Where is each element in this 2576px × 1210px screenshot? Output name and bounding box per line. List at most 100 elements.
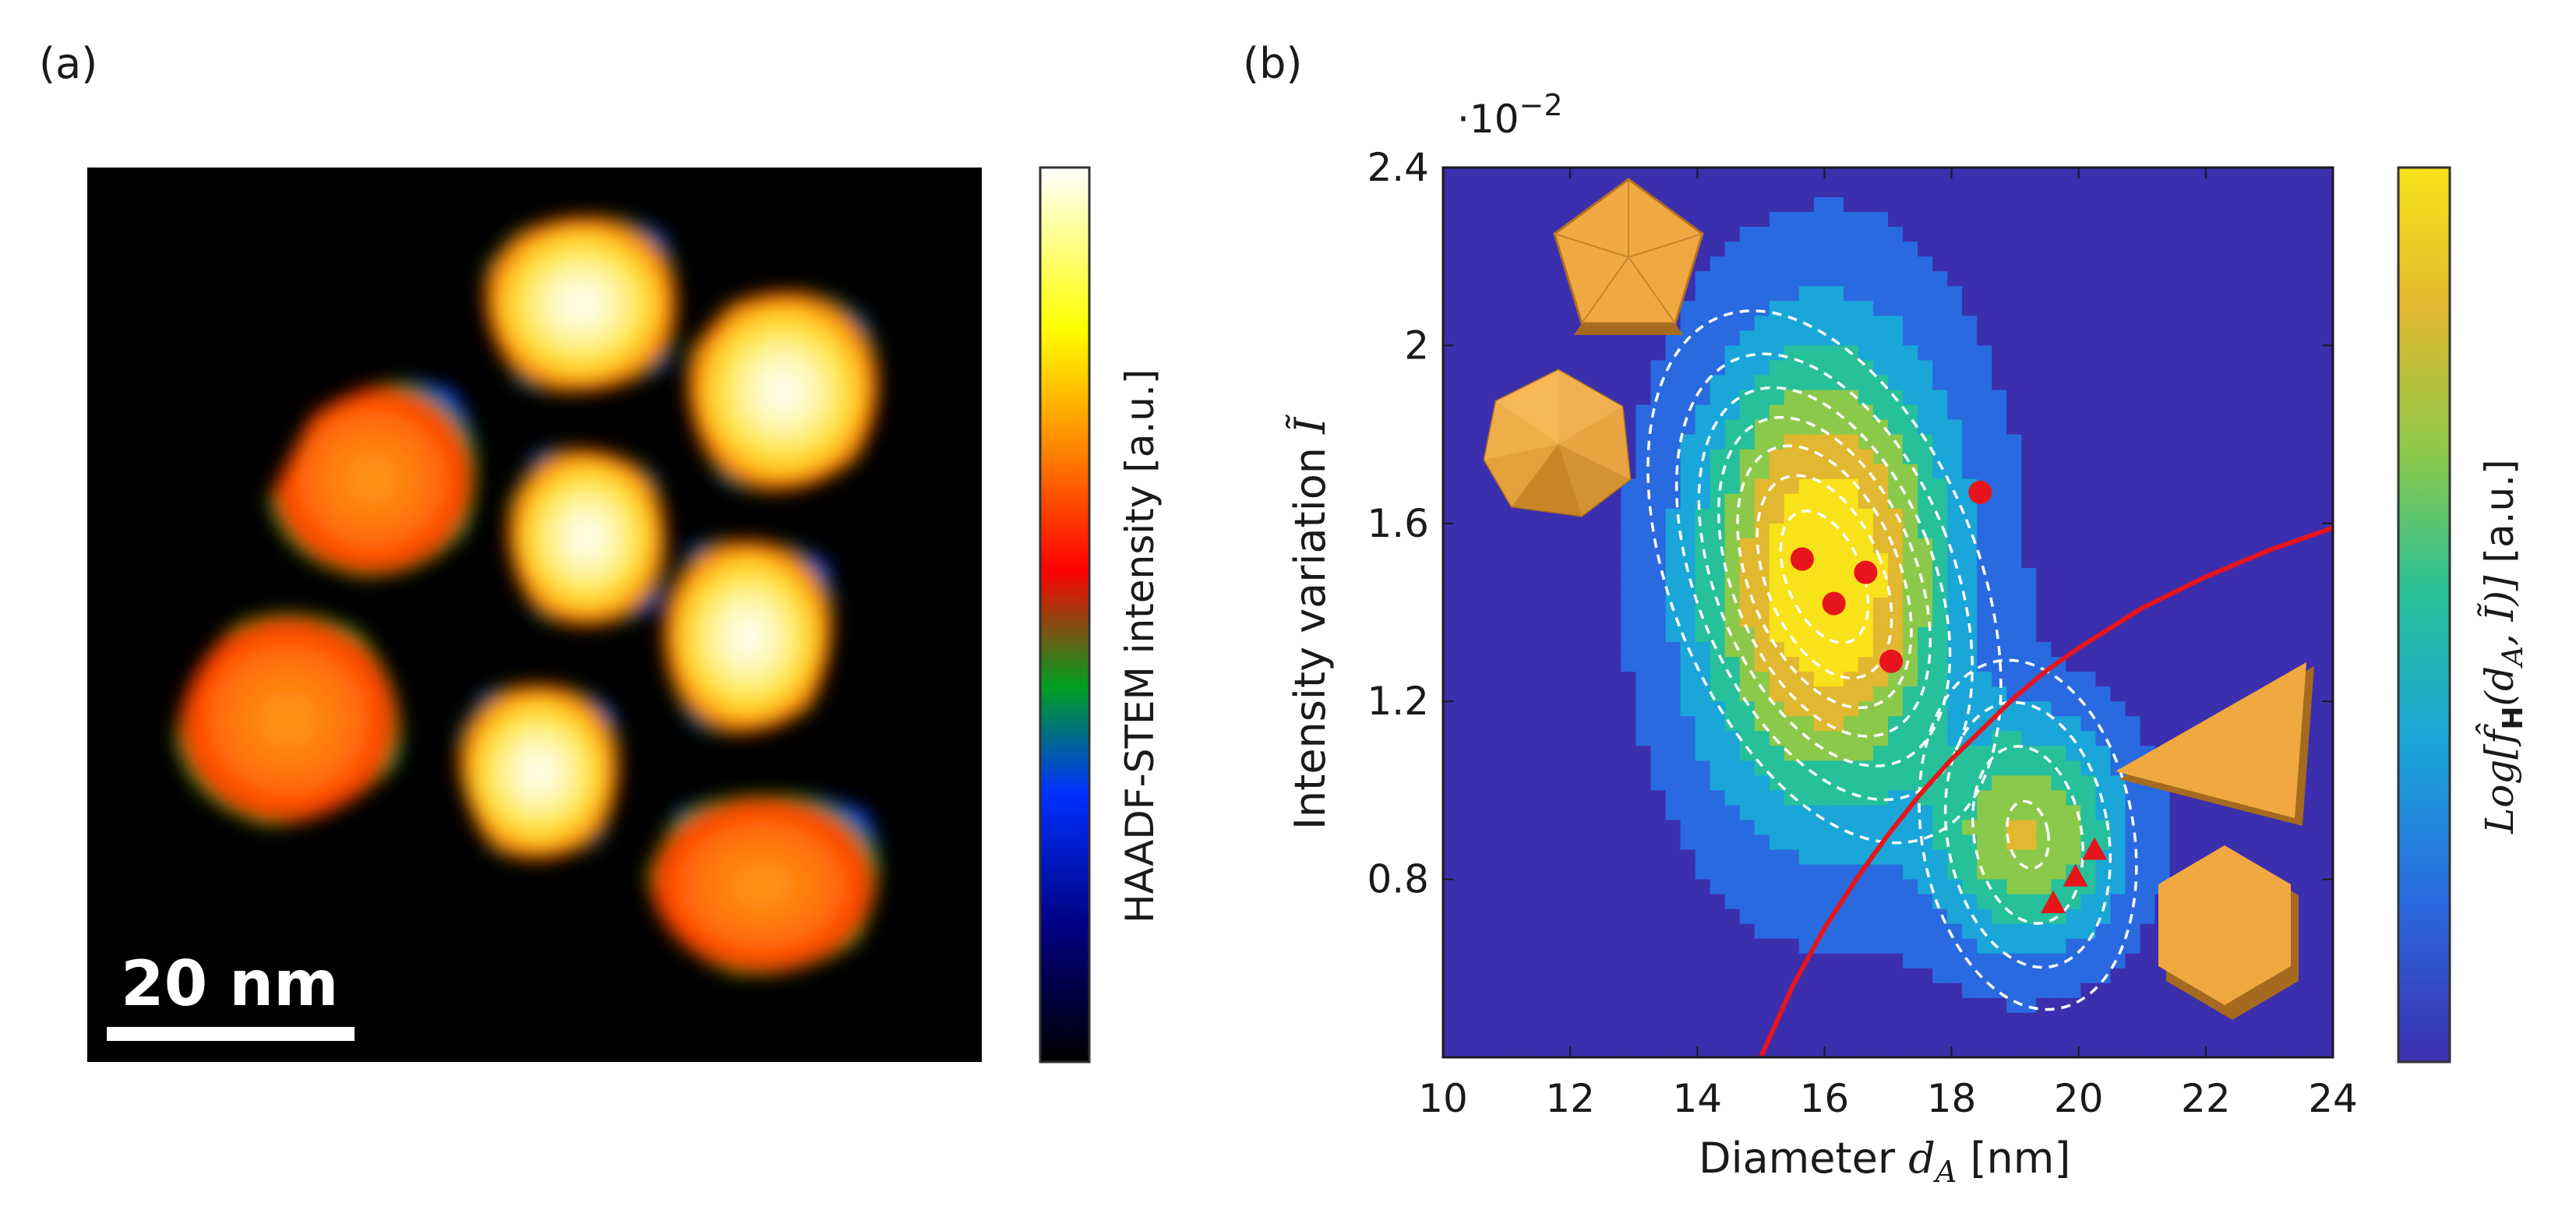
density-cell bbox=[1458, 390, 1474, 406]
density-cell bbox=[2243, 419, 2260, 436]
density-cell bbox=[1828, 879, 1844, 895]
density-cell bbox=[1888, 567, 1904, 584]
density-cell bbox=[1918, 953, 1934, 969]
density-cell bbox=[2214, 375, 2230, 391]
density-cell bbox=[2184, 820, 2200, 836]
density-cell bbox=[2021, 820, 2038, 836]
density-cell bbox=[1576, 938, 1593, 954]
density-cell bbox=[1784, 582, 1800, 598]
density-cell bbox=[1739, 493, 1756, 510]
density-cell bbox=[1650, 834, 1667, 851]
density-cell bbox=[2080, 820, 2097, 836]
density-cell bbox=[1561, 301, 1578, 317]
density-cell bbox=[1473, 478, 1489, 495]
density-cell bbox=[1724, 242, 1741, 258]
density-cell bbox=[1872, 316, 1889, 332]
density-cell bbox=[1665, 805, 1681, 821]
density-cell bbox=[2036, 879, 2052, 895]
density-cell bbox=[1591, 864, 1607, 880]
density-cell bbox=[1739, 286, 1756, 302]
density-cell bbox=[1487, 864, 1504, 880]
density-cell bbox=[1636, 627, 1652, 644]
density-cell bbox=[1992, 1027, 2008, 1043]
density-cell bbox=[1591, 849, 1607, 866]
density-cell bbox=[2169, 404, 2186, 421]
density-cell bbox=[2288, 879, 2304, 895]
density-cell bbox=[2110, 508, 2126, 524]
density-cell bbox=[1443, 197, 1459, 213]
density-cell bbox=[1532, 657, 1548, 673]
density-cell bbox=[2154, 242, 2171, 258]
density-cell bbox=[2095, 168, 2112, 184]
density-cell bbox=[1739, 271, 1756, 288]
density-cell bbox=[1813, 182, 1830, 199]
density-cell bbox=[1828, 271, 1844, 288]
density-cell bbox=[2243, 271, 2260, 288]
density-cell bbox=[1621, 404, 1637, 421]
density-cell bbox=[1739, 197, 1756, 213]
density-cell bbox=[1695, 1042, 1711, 1057]
density-cell bbox=[2228, 404, 2245, 421]
density-cell bbox=[1458, 820, 1474, 836]
density-cell bbox=[1739, 316, 1756, 332]
density-cell bbox=[1680, 168, 1696, 184]
density-cell bbox=[2317, 805, 2333, 821]
density-cell bbox=[1784, 212, 1800, 228]
density-cell bbox=[1843, 746, 1859, 762]
density-cell bbox=[1724, 790, 1741, 806]
density-cell bbox=[1903, 168, 1919, 184]
density-cell bbox=[1487, 938, 1504, 954]
density-cell bbox=[1458, 404, 1474, 421]
density-cell bbox=[1576, 597, 1593, 613]
density-cell bbox=[1888, 256, 1904, 273]
density-cell bbox=[1872, 538, 1889, 554]
density-cell bbox=[2051, 271, 2067, 288]
density-cell bbox=[1561, 1012, 1578, 1028]
density-cell bbox=[1828, 242, 1844, 258]
density-cell bbox=[1576, 760, 1593, 777]
density-cell bbox=[2080, 360, 2097, 376]
density-cell bbox=[2243, 820, 2260, 836]
density-cell bbox=[2110, 820, 2126, 836]
density-cell bbox=[1888, 242, 1904, 258]
density-cell bbox=[1828, 538, 1844, 554]
density-cell bbox=[1591, 805, 1607, 821]
density-cell bbox=[1947, 820, 1964, 836]
density-cell bbox=[1680, 1027, 1696, 1043]
density-cell bbox=[1606, 552, 1622, 569]
density-cell bbox=[1918, 968, 1934, 984]
density-cell bbox=[1443, 330, 1459, 347]
density-cell bbox=[1443, 449, 1459, 465]
density-cell bbox=[1888, 968, 1904, 984]
density-cell bbox=[1680, 493, 1696, 510]
density-cell bbox=[2317, 271, 2333, 288]
density-cell bbox=[2169, 478, 2186, 495]
density-cell bbox=[1977, 834, 1993, 851]
density-cell bbox=[2273, 657, 2289, 673]
density-cell bbox=[1532, 1012, 1548, 1028]
density-cell bbox=[1443, 805, 1459, 821]
density-cell bbox=[1947, 449, 1964, 465]
density-cell bbox=[2273, 478, 2289, 495]
density-cell bbox=[1665, 849, 1681, 866]
density-cell bbox=[1858, 894, 1874, 910]
density-cell bbox=[1502, 701, 1519, 718]
density-cell bbox=[1473, 242, 1489, 258]
density-cell bbox=[2036, 478, 2052, 495]
density-cell bbox=[1502, 256, 1519, 273]
density-cell bbox=[1947, 286, 1964, 302]
density-cell bbox=[1932, 1027, 1949, 1043]
density-cell bbox=[2006, 716, 2023, 732]
density-cell bbox=[1739, 701, 1756, 718]
density-cell bbox=[2051, 419, 2067, 436]
density-cell bbox=[1784, 375, 1800, 391]
density-cell bbox=[1710, 820, 1726, 836]
density-cell bbox=[1798, 864, 1815, 880]
density-cell bbox=[2154, 360, 2171, 376]
density-cell bbox=[2169, 552, 2186, 569]
density-cell bbox=[1843, 627, 1859, 644]
density-cell bbox=[2021, 894, 2038, 910]
density-cell bbox=[1962, 1042, 1978, 1057]
density-cell bbox=[1724, 419, 1741, 436]
density-cell bbox=[1798, 449, 1815, 465]
